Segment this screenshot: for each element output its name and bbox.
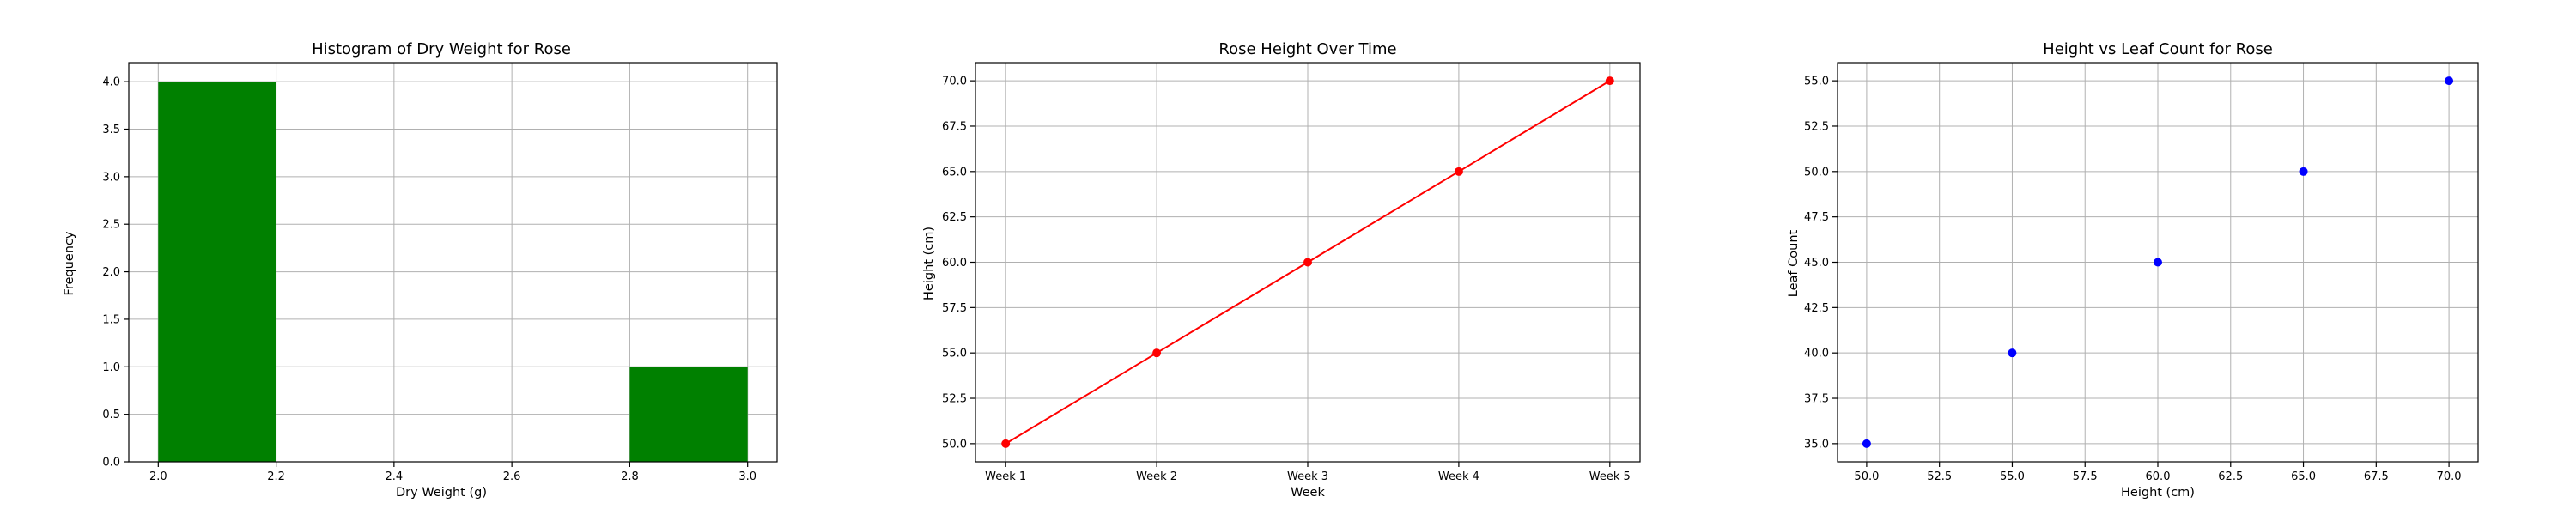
- y-tick-label: 55.0: [1804, 76, 1829, 88]
- x-tick-label: 2.0: [149, 470, 167, 483]
- y-tick-label: 0.5: [102, 409, 120, 421]
- x-tick-label: 2.6: [503, 470, 521, 483]
- y-axis-ticks: 0.0 0.5 1.0 1.5 2.0 2.5 3.0 3.5 4.0: [102, 76, 129, 470]
- x-tick-label: Week 3: [1287, 470, 1328, 483]
- x-tick-label: 52.5: [1927, 470, 1952, 483]
- chart-title: Histogram of Dry Weight for Rose: [312, 40, 571, 58]
- y-tick-label: 65.0: [942, 166, 967, 179]
- y-axis-label: Frequency: [63, 231, 76, 295]
- x-tick-label: 2.8: [621, 470, 639, 483]
- scatter-point: [2154, 258, 2162, 267]
- scatter-point: [2008, 348, 2017, 358]
- x-tick-label: 70.0: [2437, 470, 2462, 483]
- y-tick-label: 47.5: [1804, 211, 1829, 224]
- scatter-chart: Height vs Leaf Count for Rose Height (cm…: [1787, 40, 2479, 500]
- data-point: [1001, 439, 1011, 448]
- x-tick-label: 62.5: [2218, 470, 2243, 483]
- y-axis-label: Height (cm): [922, 227, 936, 300]
- y-axis-ticks: 50.0 52.5 55.0 57.5 60.0 62.5 65.0 67.5 70.0: [942, 76, 975, 451]
- data-point: [1605, 76, 1614, 86]
- y-tick-label: 40.0: [1804, 348, 1829, 360]
- x-tick-label: 67.5: [2364, 470, 2389, 483]
- data-point: [1152, 348, 1162, 358]
- y-tick-label: 67.5: [942, 120, 967, 133]
- x-axis-label: Height (cm): [2121, 486, 2195, 500]
- y-tick-label: 2.0: [102, 266, 120, 279]
- x-tick-label: 55.0: [2000, 470, 2025, 483]
- x-tick-label: Week 4: [1438, 470, 1479, 483]
- x-axis-ticks: 50.0 52.5 55.0 57.5 60.0 62.5 65.0 67.5 70.0: [1854, 462, 2462, 483]
- chart-title: Height vs Leaf Count for Rose: [2043, 40, 2273, 58]
- y-tick-label: 3.5: [102, 124, 120, 136]
- y-tick-label: 37.5: [1804, 393, 1829, 406]
- y-tick-label: 4.0: [102, 76, 120, 89]
- x-axis-ticks: 2.0 2.2 2.4 2.6 2.8 3.0: [149, 462, 756, 483]
- y-tick-label: 52.5: [942, 393, 967, 406]
- y-tick-label: 1.0: [102, 361, 120, 374]
- data-marks: [1001, 76, 1614, 448]
- y-tick-label: 1.5: [102, 313, 120, 326]
- y-tick-label: 52.5: [1804, 120, 1829, 133]
- y-tick-label: 50.0: [942, 438, 967, 451]
- y-tick-label: 50.0: [1804, 166, 1829, 179]
- y-axis-label: Leaf Count: [1787, 229, 1801, 297]
- x-tick-label: Week 1: [985, 470, 1026, 483]
- histogram-bar: [629, 367, 748, 462]
- x-tick-label: 65.0: [2291, 470, 2316, 483]
- x-axis-label: Week: [1291, 486, 1325, 500]
- x-tick-label: 3.0: [738, 470, 756, 483]
- y-tick-label: 60.0: [942, 257, 967, 270]
- y-tick-label: 45.0: [1804, 257, 1829, 270]
- y-tick-label: 2.5: [102, 219, 120, 232]
- data-point: [1454, 167, 1463, 176]
- y-axis-ticks: 35.0 37.5 40.0 42.5 45.0 47.5 50.0 52.5 55.0: [1804, 76, 1838, 451]
- histogram-bar: [158, 82, 276, 463]
- y-tick-label: 0.0: [102, 457, 120, 470]
- y-tick-label: 35.0: [1804, 438, 1829, 451]
- scatter-point: [1862, 439, 1871, 448]
- plot-frame: [128, 62, 778, 463]
- y-tick-label: 3.0: [102, 171, 120, 184]
- x-tick-label: 57.5: [2073, 470, 2098, 483]
- data-point: [1303, 258, 1312, 267]
- scatter-point: [2445, 76, 2454, 86]
- data-marks: [158, 82, 748, 463]
- x-tick-label: Week 2: [1136, 470, 1177, 483]
- x-axis-label: Dry Weight (g): [396, 486, 487, 500]
- y-tick-label: 42.5: [1804, 302, 1829, 315]
- x-tick-label: Week 5: [1589, 470, 1631, 483]
- x-tick-label: 60.0: [2146, 470, 2171, 483]
- x-axis-ticks: Week 1 Week 2 Week 3 Week 4 Week 5: [985, 462, 1631, 483]
- chart-title: Rose Height Over Time: [1218, 40, 1396, 58]
- x-tick-label: 50.0: [1854, 470, 1879, 483]
- y-tick-label: 62.5: [942, 211, 967, 224]
- y-tick-label: 70.0: [942, 76, 967, 88]
- y-tick-label: 55.0: [942, 348, 967, 360]
- y-tick-label: 57.5: [942, 302, 967, 315]
- histogram-chart: Histogram of Dry Weight for Rose Dry Wei…: [63, 40, 778, 500]
- grid-lines: [1838, 63, 2478, 462]
- scatter-point: [2299, 167, 2308, 176]
- x-tick-label: 2.4: [386, 470, 404, 483]
- line-chart: Rose Height Over Time Week Height (cm) W…: [922, 40, 1641, 500]
- data-marks: [1862, 76, 2454, 448]
- x-tick-label: 2.2: [267, 470, 285, 483]
